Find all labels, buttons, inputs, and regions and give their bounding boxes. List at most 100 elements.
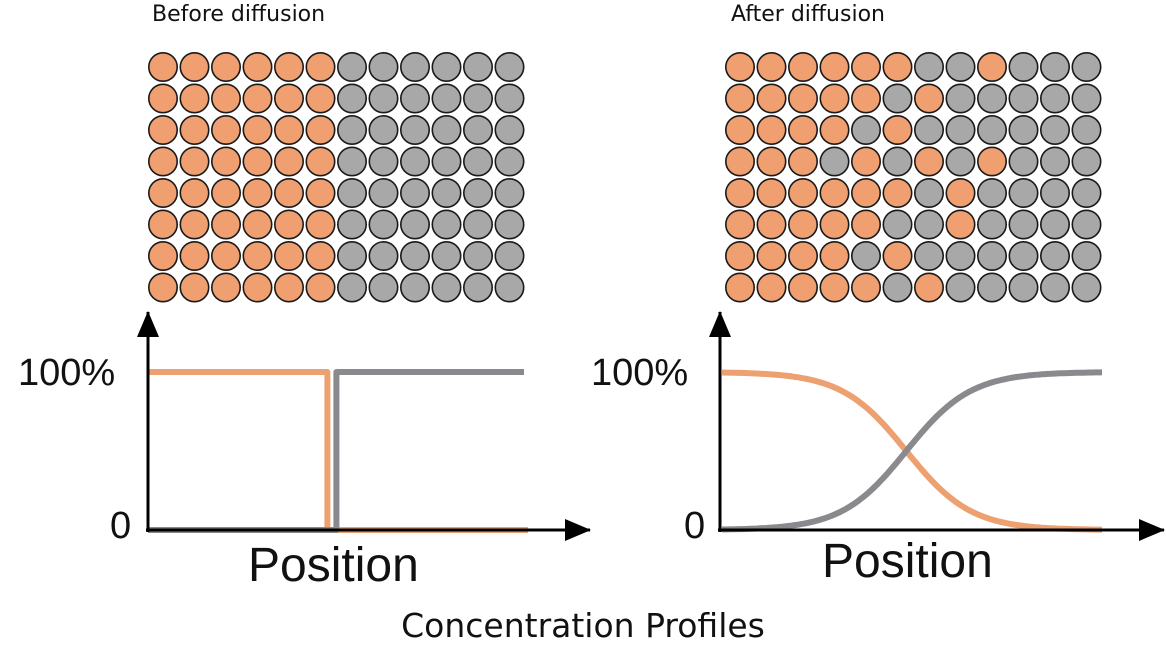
after-particle-orange xyxy=(819,209,850,240)
after-particle-orange xyxy=(882,178,913,209)
before-particle-gray xyxy=(462,146,493,177)
before-particle-orange xyxy=(273,146,304,177)
before-particle-orange xyxy=(273,272,304,303)
after-particle-orange xyxy=(787,146,818,177)
after-particle-gray xyxy=(945,115,976,146)
before-particle-gray xyxy=(494,146,525,177)
before-particle-orange xyxy=(242,83,273,114)
after-particle-orange xyxy=(787,209,818,240)
after-particle-orange xyxy=(913,146,944,177)
before-particle-gray xyxy=(336,115,367,146)
after-particle-orange xyxy=(850,178,881,209)
before-particle-gray xyxy=(462,241,493,272)
after-particle-gray xyxy=(1071,241,1102,272)
before-particle-orange xyxy=(242,178,273,209)
after-particle-gray xyxy=(1008,272,1039,303)
before-particle-orange xyxy=(305,178,336,209)
before-particle-gray xyxy=(494,272,525,303)
after-particle-orange xyxy=(850,83,881,114)
after-particle-orange xyxy=(787,83,818,114)
after-particle-gray xyxy=(913,209,944,240)
before-particle-gray xyxy=(462,209,493,240)
before-particle-gray xyxy=(494,51,525,82)
before-particle-orange xyxy=(242,272,273,303)
after-particle-gray xyxy=(1040,115,1071,146)
after-particle-gray xyxy=(1040,83,1071,114)
before-particle-orange xyxy=(179,83,210,114)
after-particle-orange xyxy=(787,272,818,303)
after-particle-gray xyxy=(945,272,976,303)
before-particle-gray xyxy=(399,209,430,240)
after-particle-gray xyxy=(1040,241,1071,272)
before-y-100-label: 100% xyxy=(18,352,116,394)
after-particle-orange xyxy=(850,209,881,240)
after-particle-orange xyxy=(756,241,787,272)
before-particle-gray xyxy=(399,241,430,272)
before-particle-gray xyxy=(336,272,367,303)
before-particle-gray xyxy=(431,209,462,240)
before-particle-gray xyxy=(368,115,399,146)
before-particle-orange xyxy=(148,51,179,82)
after-particle-orange xyxy=(756,209,787,240)
after-particle-gray xyxy=(850,241,881,272)
after-particle-orange xyxy=(819,178,850,209)
before-particle-gray xyxy=(368,51,399,82)
after-particle-orange xyxy=(724,83,755,114)
after-particle-gray xyxy=(1008,115,1039,146)
after-particle-orange xyxy=(756,115,787,146)
after-particle-orange xyxy=(882,51,913,82)
after-particle-orange xyxy=(976,51,1007,82)
after-particle-gray xyxy=(1008,178,1039,209)
after-particle-orange xyxy=(724,178,755,209)
after-particle-gray xyxy=(1008,51,1039,82)
after-particle-orange xyxy=(945,178,976,209)
before-particle-orange xyxy=(273,51,304,82)
before-particle-orange xyxy=(179,241,210,272)
before-particle-orange xyxy=(211,272,242,303)
before-particle-gray xyxy=(462,115,493,146)
before-particle-orange xyxy=(273,178,304,209)
before-particle-orange xyxy=(211,178,242,209)
after-particle-orange xyxy=(724,209,755,240)
before-particle-gray xyxy=(494,178,525,209)
before-particle-orange xyxy=(273,83,304,114)
after-x-axis-title: Position xyxy=(822,535,993,588)
after-orange-concentration-curve xyxy=(721,369,1102,533)
after-particle-gray xyxy=(976,241,1007,272)
after-particle-gray xyxy=(1040,51,1071,82)
after-particle-orange xyxy=(724,272,755,303)
before-particle-orange xyxy=(242,51,273,82)
after-particle-gray xyxy=(1008,241,1039,272)
after-particle-gray xyxy=(882,209,913,240)
after-particle-orange xyxy=(819,51,850,82)
after-particle-gray xyxy=(913,178,944,209)
after-particle-orange xyxy=(724,146,755,177)
before-particle-orange xyxy=(148,209,179,240)
before-particle-orange xyxy=(211,83,242,114)
before-particle-gray xyxy=(336,51,367,82)
before-particle-orange xyxy=(148,241,179,272)
after-particle-gray xyxy=(1071,272,1102,303)
before-particle-orange xyxy=(148,83,179,114)
before-particle-gray xyxy=(431,115,462,146)
before-particle-gray xyxy=(399,272,430,303)
before-particle-gray xyxy=(399,83,430,114)
after-particle-orange xyxy=(850,272,881,303)
after-particle-orange xyxy=(756,272,787,303)
before-particle-gray xyxy=(336,178,367,209)
before-particle-orange xyxy=(305,272,336,303)
before-particle-gray xyxy=(494,209,525,240)
after-particle-gray xyxy=(945,83,976,114)
before-particle-orange xyxy=(179,178,210,209)
after-particle-orange xyxy=(913,83,944,114)
before-particle-orange xyxy=(179,272,210,303)
after-particle-gray xyxy=(1071,51,1102,82)
after-particle-orange xyxy=(945,209,976,240)
before-particle-gray xyxy=(431,146,462,177)
after-particle-gray xyxy=(1071,146,1102,177)
after-particle-gray xyxy=(1071,115,1102,146)
after-particle-gray xyxy=(945,146,976,177)
before-particle-orange xyxy=(242,209,273,240)
